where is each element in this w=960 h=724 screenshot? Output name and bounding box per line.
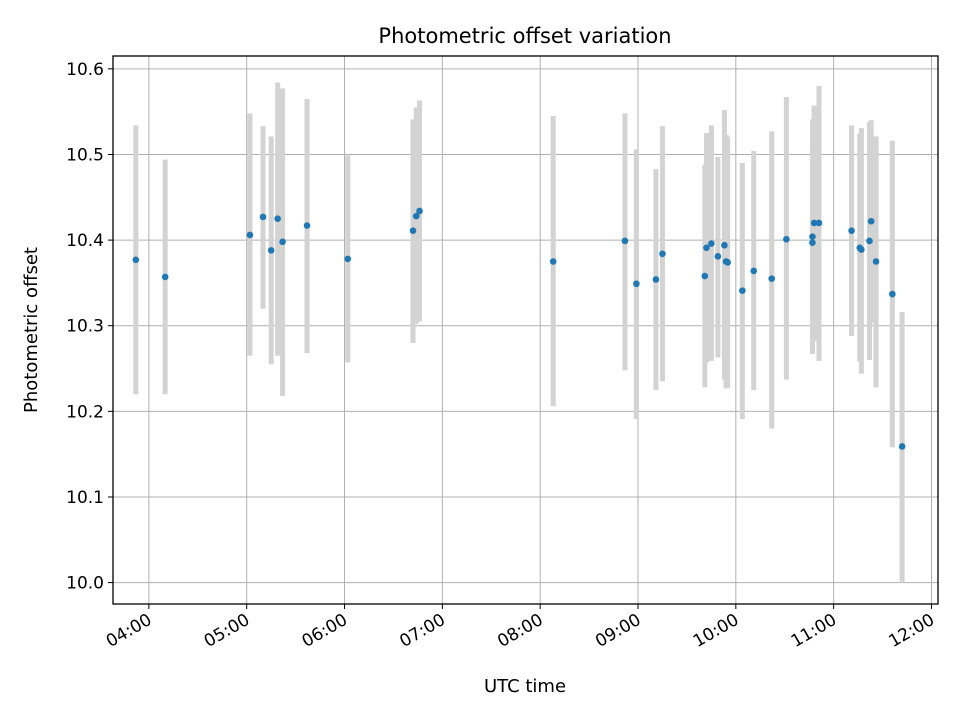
data-point [633, 280, 640, 288]
y-tick-label: 10.5 [66, 145, 104, 165]
data-point [750, 267, 758, 275]
data-point [412, 212, 420, 220]
data-point [701, 272, 709, 280]
data-point [703, 244, 710, 252]
data-point [714, 253, 722, 260]
data-point [274, 215, 281, 222]
data-point [161, 273, 169, 281]
data-point [810, 219, 818, 227]
data-point [279, 238, 286, 246]
errorbar-layer [133, 82, 905, 583]
x-tick-label: 04:00 [103, 610, 155, 652]
x-tick-label: 10:00 [690, 610, 742, 652]
data-point [652, 276, 660, 283]
data-point [246, 231, 254, 239]
y-tick-label: 10.2 [66, 402, 104, 422]
data-point [768, 275, 775, 282]
x-tick-label: 09:00 [592, 610, 644, 652]
y-tick-label: 10.4 [66, 231, 104, 251]
data-point [259, 213, 267, 221]
data-point [132, 256, 140, 264]
x-tick-label: 06:00 [299, 610, 351, 652]
chart-title: Photometric offset variation [378, 24, 671, 48]
data-point [866, 237, 873, 245]
data-point [416, 207, 423, 215]
y-tick-label: 10.6 [66, 60, 104, 80]
data-point [809, 239, 816, 246]
data-point [867, 217, 875, 225]
point-layer [132, 207, 906, 450]
data-point [409, 227, 417, 234]
data-point [898, 443, 906, 450]
x-tick-label: 07:00 [396, 610, 448, 652]
x-tick-label: 08:00 [494, 610, 546, 652]
y-tick-label: 10.3 [66, 317, 104, 337]
data-point [872, 258, 880, 265]
data-point [303, 222, 311, 229]
x-tick-label: 05:00 [201, 610, 253, 652]
data-point [267, 247, 275, 254]
data-point [809, 233, 816, 240]
data-point [344, 255, 352, 263]
x-tick-label: 12:00 [886, 610, 938, 652]
data-point [889, 290, 896, 298]
data-point [783, 235, 790, 243]
x-tick-label: 11:00 [788, 610, 840, 652]
tick-layer: 04:00 05:00 06:00 07:00 08:00 09:00 10:00 11:00… [66, 60, 938, 652]
plot-frame [112, 55, 939, 605]
data-point [858, 246, 865, 253]
data-point [724, 259, 731, 266]
data-point [721, 241, 728, 249]
y-tick-label: 10.0 [66, 574, 104, 594]
data-point [739, 287, 746, 294]
y-axis-label: Photometric offset [21, 247, 42, 413]
data-point [659, 250, 666, 258]
data-point [815, 219, 823, 227]
x-axis-label: UTC time [484, 676, 566, 697]
data-point [848, 227, 855, 234]
data-point [621, 237, 629, 245]
data-point [708, 240, 715, 247]
y-tick-label: 10.1 [66, 488, 104, 508]
data-point [549, 258, 557, 265]
